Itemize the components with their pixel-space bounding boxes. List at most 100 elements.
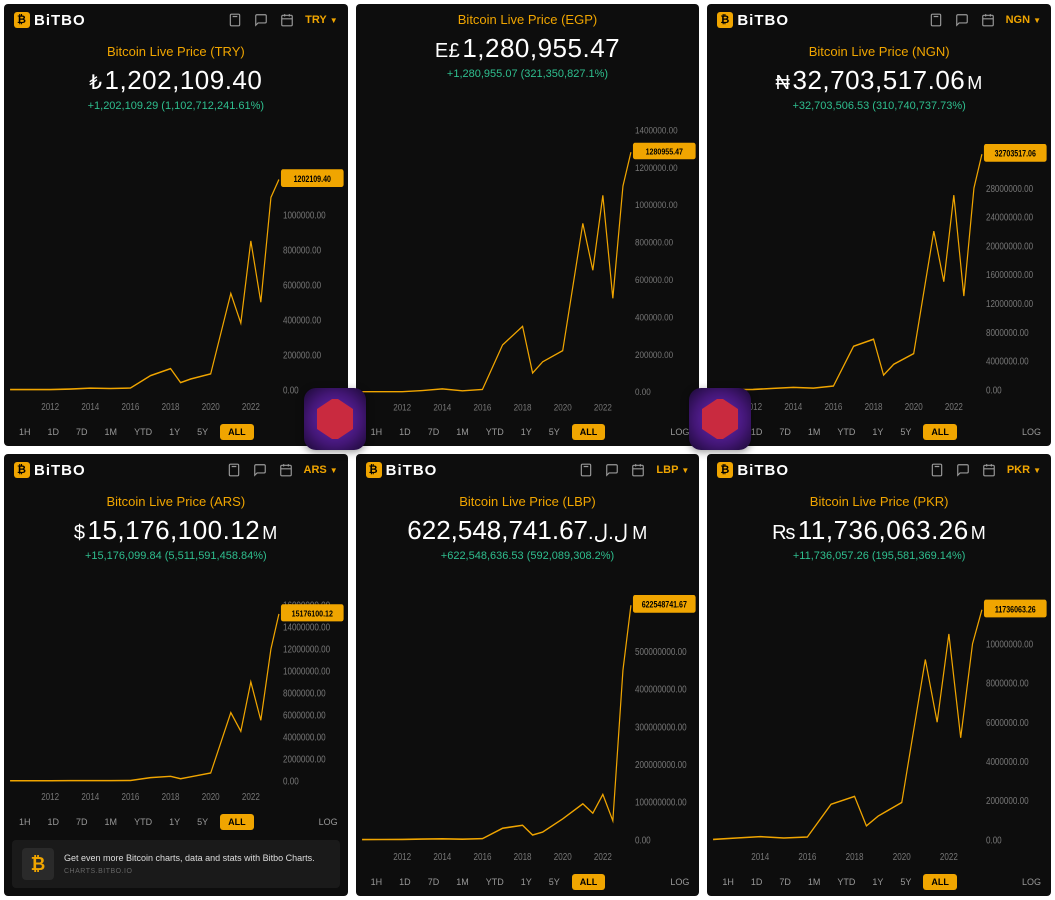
range-button-all[interactable]: ALL	[572, 424, 606, 440]
logo[interactable]: ₿ BiTBO	[717, 12, 789, 29]
range-button-5y[interactable]: 5Y	[192, 424, 213, 440]
log-toggle[interactable]: LOG	[319, 817, 338, 827]
price-tag-text: 1202109.40	[294, 174, 332, 184]
range-button-5y[interactable]: 5Y	[192, 814, 213, 830]
range-button-all[interactable]: ALL	[572, 874, 606, 890]
price-tag-text: 15176100.12	[292, 609, 334, 619]
range-button-1m[interactable]: 1M	[451, 874, 474, 890]
range-button-7d[interactable]: 7D	[774, 424, 796, 440]
chat-icon[interactable]	[252, 462, 268, 478]
range-button-ytd[interactable]: YTD	[129, 814, 157, 830]
range-button-1m[interactable]: 1M	[803, 874, 826, 890]
range-button-ytd[interactable]: YTD	[481, 424, 509, 440]
topbar: ₿ BiTBO NGN ▼	[707, 4, 1051, 36]
price-chart[interactable]: 0.00200000.00400000.00600000.00800000.00…	[356, 90, 700, 420]
calendar-icon[interactable]	[278, 462, 294, 478]
calendar-icon[interactable]	[980, 12, 996, 28]
chat-icon[interactable]	[253, 12, 269, 28]
log-toggle[interactable]: LOG	[670, 877, 689, 887]
range-button-1y[interactable]: 1Y	[867, 424, 888, 440]
range-button-ytd[interactable]: YTD	[481, 874, 509, 890]
range-button-1d[interactable]: 1D	[43, 814, 65, 830]
currency-selector[interactable]: LBP ▼	[656, 464, 689, 476]
range-button-1y[interactable]: 1Y	[516, 874, 537, 890]
range-button-1y[interactable]: 1Y	[516, 424, 537, 440]
range-button-1h[interactable]: 1H	[366, 874, 388, 890]
svg-text:2022: 2022	[594, 402, 612, 413]
calendar-icon[interactable]	[279, 12, 295, 28]
range-button-7d[interactable]: 7D	[71, 424, 93, 440]
range-button-1d[interactable]: 1D	[746, 874, 768, 890]
range-button-all[interactable]: ALL	[923, 424, 957, 440]
currency-selector[interactable]: ARS ▼	[304, 464, 338, 476]
svg-text:2016: 2016	[121, 792, 139, 803]
svg-text:4000000.00: 4000000.00	[986, 756, 1029, 767]
range-button-1d[interactable]: 1D	[394, 874, 416, 890]
range-button-1m[interactable]: 1M	[100, 424, 123, 440]
price-chart[interactable]: 0.002000000.004000000.006000000.00800000…	[707, 572, 1051, 870]
range-button-1m[interactable]: 1M	[803, 424, 826, 440]
range-button-1y[interactable]: 1Y	[867, 874, 888, 890]
chat-icon[interactable]	[604, 462, 620, 478]
range-button-1h[interactable]: 1H	[14, 814, 36, 830]
topbar: ₿ BiTBO TRY ▼	[4, 4, 348, 36]
range-button-1m[interactable]: 1M	[451, 424, 474, 440]
log-toggle[interactable]: LOG	[1022, 877, 1041, 887]
calculator-icon[interactable]	[929, 462, 945, 478]
calculator-icon[interactable]	[928, 12, 944, 28]
chevron-down-icon: ▼	[330, 466, 338, 475]
price-chart[interactable]: 0.00200000.00400000.00600000.00800000.00…	[4, 122, 348, 420]
price-chart[interactable]: 0.00100000000.00200000000.00300000000.00…	[356, 572, 700, 870]
calendar-icon[interactable]	[630, 462, 646, 478]
calculator-icon[interactable]	[226, 462, 242, 478]
range-button-ytd[interactable]: YTD	[832, 874, 860, 890]
currency-label: PKR	[1007, 464, 1030, 476]
currency-selector[interactable]: PKR ▼	[1007, 464, 1041, 476]
price-value: ₺1,202,109.40	[4, 65, 348, 96]
price-panel: ₿ BiTBO LBP ▼ Bitcoin Live Price (LBP)ل.…	[356, 454, 700, 896]
logo-icon: ₿	[717, 12, 733, 28]
range-button-5y[interactable]: 5Y	[544, 874, 565, 890]
logo[interactable]: ₿ BiTBO	[14, 12, 86, 29]
range-button-1d[interactable]: 1D	[394, 424, 416, 440]
range-button-1d[interactable]: 1D	[43, 424, 65, 440]
currency-selector[interactable]: TRY ▼	[305, 14, 338, 26]
range-button-7d[interactable]: 7D	[423, 874, 445, 890]
range-button-1y[interactable]: 1Y	[164, 424, 185, 440]
range-button-all[interactable]: ALL	[220, 424, 254, 440]
currency-selector[interactable]: NGN ▼	[1006, 14, 1041, 26]
calculator-icon[interactable]	[578, 462, 594, 478]
range-button-1h[interactable]: 1H	[717, 874, 739, 890]
range-button-1h[interactable]: 1H	[366, 424, 388, 440]
range-button-1m[interactable]: 1M	[100, 814, 123, 830]
brand-text: BiTBO	[737, 462, 789, 479]
chat-icon[interactable]	[955, 462, 971, 478]
log-toggle[interactable]: LOG	[1022, 427, 1041, 437]
promo-link: CHARTS.BITBO.IO	[64, 868, 315, 875]
price-chart[interactable]: 0.004000000.008000000.0012000000.0016000…	[707, 122, 1051, 420]
svg-text:12000000.00: 12000000.00	[283, 644, 330, 655]
range-button-1h[interactable]: 1H	[14, 424, 36, 440]
svg-text:24000000.00: 24000000.00	[986, 212, 1033, 223]
price-chart[interactable]: 0.002000000.004000000.006000000.00800000…	[4, 572, 348, 810]
logo[interactable]: ₿ BiTBO	[14, 462, 86, 479]
svg-text:2022: 2022	[242, 401, 260, 412]
range-button-5y[interactable]: 5Y	[895, 874, 916, 890]
range-button-5y[interactable]: 5Y	[544, 424, 565, 440]
logo[interactable]: ₿ BiTBO	[366, 462, 438, 479]
logo[interactable]: ₿ BiTBO	[717, 462, 789, 479]
range-button-all[interactable]: ALL	[220, 814, 254, 830]
range-button-7d[interactable]: 7D	[71, 814, 93, 830]
range-button-all[interactable]: ALL	[923, 874, 957, 890]
promo-banner[interactable]: ₿ Get even more Bitcoin charts, data and…	[12, 840, 340, 888]
chat-icon[interactable]	[954, 12, 970, 28]
range-button-5y[interactable]: 5Y	[895, 424, 916, 440]
range-button-ytd[interactable]: YTD	[129, 424, 157, 440]
range-button-7d[interactable]: 7D	[774, 874, 796, 890]
range-button-1y[interactable]: 1Y	[164, 814, 185, 830]
range-button-7d[interactable]: 7D	[423, 424, 445, 440]
log-toggle[interactable]: LOG	[670, 427, 689, 437]
calendar-icon[interactable]	[981, 462, 997, 478]
calculator-icon[interactable]	[227, 12, 243, 28]
range-button-ytd[interactable]: YTD	[832, 424, 860, 440]
